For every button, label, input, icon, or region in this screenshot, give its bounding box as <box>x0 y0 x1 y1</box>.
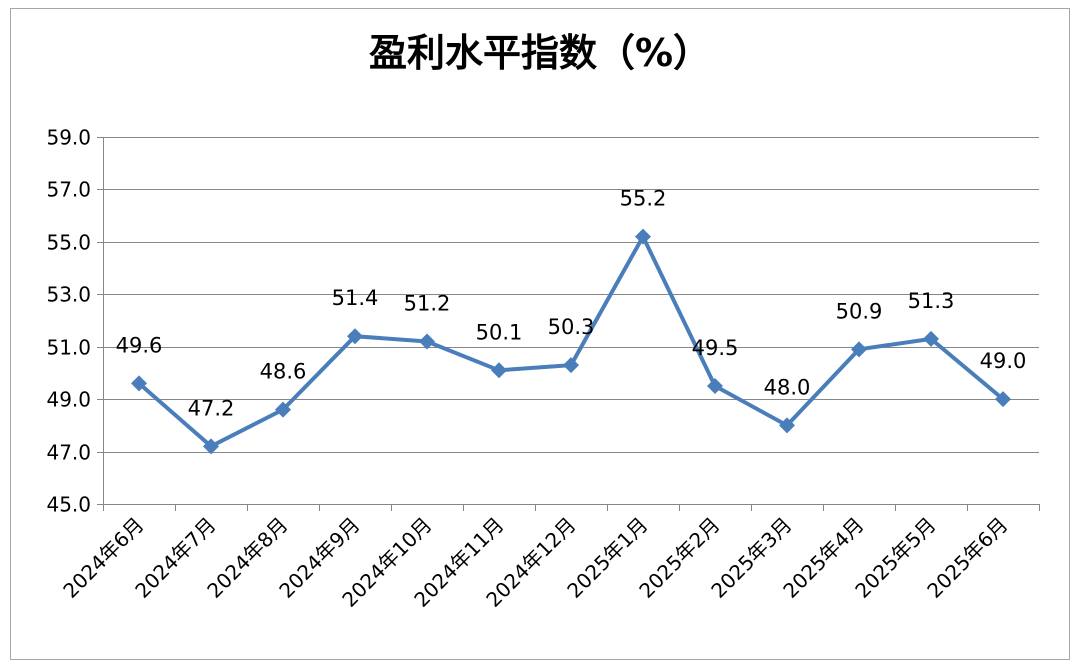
y-tick-label: 47.0 <box>46 441 91 465</box>
y-tick-label: 45.0 <box>46 493 91 517</box>
y-tick-label: 55.0 <box>46 231 91 255</box>
chart-title: 盈利水平指数（%） <box>369 31 711 75</box>
data-point-diamond <box>347 328 363 345</box>
data-label: 55.2 <box>620 187 667 211</box>
data-label: 51.4 <box>332 286 379 310</box>
data-labels: 49.6 47.2 48.6 51.4 51.2 50.1 50.3 55.2 49.5 48.0… <box>116 187 1027 421</box>
data-point-diamond <box>563 357 579 374</box>
data-point-diamond <box>923 330 939 347</box>
data-point-diamond <box>779 417 795 434</box>
data-point-diamond <box>635 228 651 245</box>
data-label: 50.3 <box>548 315 595 339</box>
y-tick-label: 59.0 <box>46 126 91 150</box>
data-point-diamond <box>491 362 507 379</box>
data-label: 50.9 <box>836 299 883 323</box>
data-label: 51.2 <box>404 291 451 315</box>
y-tick-label: 49.0 <box>46 388 91 412</box>
y-tick-label: 57.0 <box>46 178 91 202</box>
series <box>131 228 1011 455</box>
data-label: 50.1 <box>476 320 523 344</box>
data-label: 48.0 <box>764 375 811 399</box>
y-tick-label: 53.0 <box>46 283 91 307</box>
data-label: 48.6 <box>260 360 307 384</box>
data-point-diamond <box>995 391 1011 408</box>
data-point-diamond <box>707 378 723 395</box>
data-label: 49.6 <box>116 333 163 357</box>
data-label: 49.5 <box>692 336 739 360</box>
chart-frame <box>10 8 1070 660</box>
y-tick-label: 51.0 <box>46 336 91 360</box>
gridlines <box>103 137 1039 453</box>
data-point-diamond <box>203 438 219 455</box>
data-label: 49.0 <box>980 349 1027 373</box>
y-axis: 45.0 47.0 49.0 51.0 53.0 55.0 57.0 59.0 <box>46 126 104 517</box>
data-point-diamond <box>131 375 147 392</box>
data-point-diamond <box>851 341 867 358</box>
data-label: 51.3 <box>908 289 955 313</box>
data-point-diamond <box>275 401 291 418</box>
data-point-diamond <box>419 333 435 350</box>
data-label: 47.2 <box>188 396 235 420</box>
